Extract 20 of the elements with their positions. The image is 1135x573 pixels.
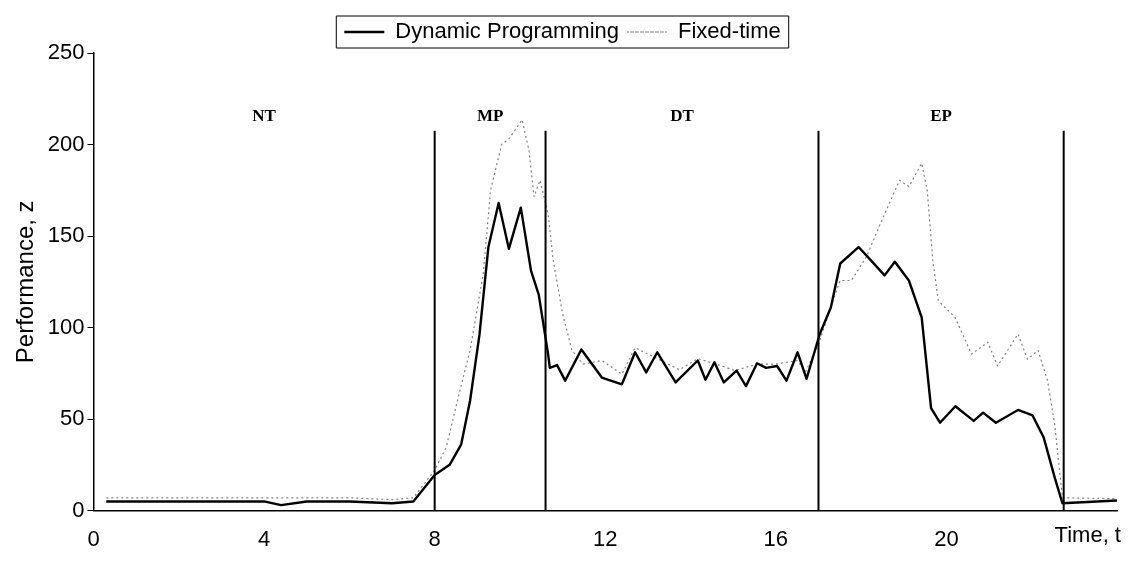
y-tick-label: 250 (47, 39, 85, 65)
x-tick-label: 16 (763, 525, 789, 551)
x-tick-label: 20 (934, 525, 959, 551)
line-series (105, 119, 1117, 501)
y-tick-label: 100 (47, 313, 85, 339)
y-tick-label: 50 (60, 405, 85, 431)
x-tick-label: 12 (593, 525, 618, 551)
x-tick-label: 4 (257, 525, 271, 551)
annotation: DT (670, 106, 695, 126)
y-tick-label: 0 (72, 496, 85, 522)
y-tick-label: 150 (47, 222, 85, 248)
y-axis-title: Performance, z (11, 200, 39, 364)
x-axis-title: Time, t (1054, 521, 1121, 547)
legend-label: Dynamic Programming (395, 18, 620, 44)
legend-label: Fixed-time (678, 18, 781, 44)
annotation: NT (252, 106, 277, 126)
x-tick-label: 8 (428, 525, 441, 551)
annotation: MP (476, 106, 504, 126)
annotation: EP (930, 106, 952, 126)
y-tick-label: 200 (47, 130, 85, 156)
